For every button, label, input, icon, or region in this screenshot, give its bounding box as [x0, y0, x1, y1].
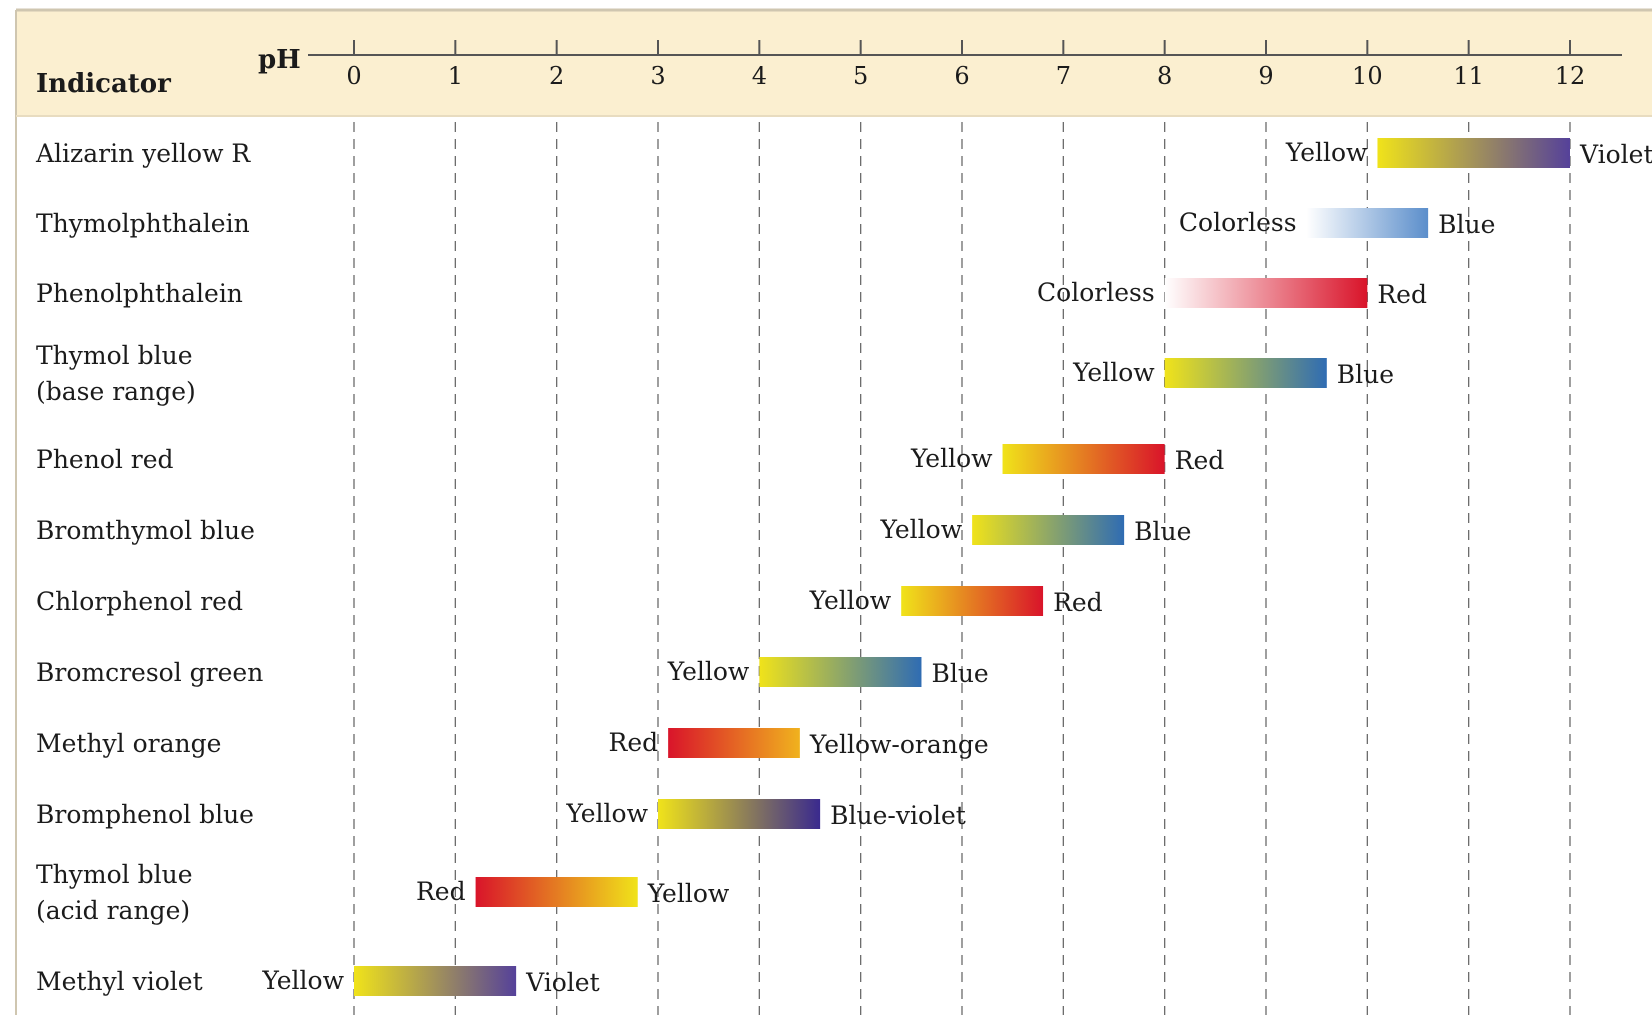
indicator-name: Methyl orange — [36, 729, 221, 758]
indicator-row: Chlorphenol red Yellow Red — [36, 586, 1103, 617]
ph-tick-label-11: 11 — [1453, 62, 1484, 90]
low-color-label: Red — [609, 728, 659, 757]
ph-tick-label-7: 7 — [1056, 62, 1071, 90]
high-color-label: Violet — [525, 968, 600, 997]
ph-tick-label-2: 2 — [549, 62, 564, 90]
indicator-name: Bromcresol green — [36, 658, 263, 687]
low-color-label: Yellow — [565, 799, 648, 828]
indicator-name: Thymol blue — [36, 860, 193, 889]
transition-bar — [658, 799, 821, 829]
high-color-label: Blue — [931, 659, 988, 688]
low-color-label: Yellow — [910, 444, 993, 473]
high-color-label: Yellow-orange — [809, 730, 989, 759]
indicator-name: Phenolphthalein — [36, 279, 243, 308]
indicator-row: Bromthymol blue Yellow Blue — [36, 515, 1191, 546]
high-color-label: Blue — [1337, 360, 1394, 389]
transition-bar — [1164, 358, 1327, 388]
indicator-name: Methyl violet — [36, 967, 203, 996]
high-color-label: Yellow — [647, 879, 730, 908]
ph-tick-label-10: 10 — [1352, 62, 1383, 90]
indicator-row: Bromcresol green Yellow Blue — [36, 657, 989, 688]
low-color-label: Yellow — [1072, 358, 1155, 387]
transition-bar — [475, 877, 638, 907]
high-color-label: Red — [1053, 588, 1103, 617]
ph-tick-label-5: 5 — [853, 62, 868, 90]
ph-tick-label-8: 8 — [1157, 62, 1172, 90]
high-color-label: Violet — [1579, 140, 1652, 169]
header-band — [16, 10, 1652, 115]
transition-bar — [354, 966, 517, 996]
low-color-label: Yellow — [809, 586, 892, 615]
ph-tick-label-3: 3 — [650, 62, 665, 90]
ph-axis-label: pH — [258, 45, 301, 75]
low-color-label: Red — [416, 877, 466, 906]
low-color-label: Yellow — [667, 657, 750, 686]
low-color-label: Colorless — [1037, 278, 1155, 307]
transition-bar — [901, 586, 1044, 616]
indicator-name: Alizarin yellow R — [35, 139, 251, 168]
transition-bar — [972, 515, 1125, 545]
indicator-name: Phenol red — [36, 445, 174, 474]
indicator-row: Bromphenol blue Yellow Blue-violet — [36, 799, 966, 830]
ph-tick-label-12: 12 — [1555, 62, 1586, 90]
ph-tick-label-4: 4 — [752, 62, 767, 90]
transition-bar — [668, 728, 800, 758]
indicator-row: Thymol blue (acid range) Red Yellow — [36, 860, 730, 925]
ph-tick-label-0: 0 — [346, 62, 361, 90]
indicator-row: Phenol red Yellow Red — [36, 444, 1224, 475]
indicator-header: Indicator — [36, 69, 171, 99]
indicator-rows: Alizarin yellow R Yellow Violet Thymolphtha… — [35, 138, 1652, 997]
low-color-label: Yellow — [1285, 138, 1368, 167]
indicator-row: Methyl orange Red Yellow-orange — [36, 728, 989, 759]
high-color-label: Blue-violet — [830, 801, 966, 830]
low-color-label: Yellow — [261, 966, 344, 995]
indicator-name: Thymol blue — [36, 341, 193, 370]
high-color-label: Red — [1175, 446, 1225, 475]
indicator-name: Bromthymol blue — [36, 516, 255, 545]
high-color-label: Blue — [1134, 517, 1191, 546]
high-color-label: Blue — [1438, 210, 1495, 239]
indicator-name: (base range) — [36, 377, 196, 406]
transition-bar — [1377, 138, 1570, 168]
indicator-name: Chlorphenol red — [36, 587, 243, 616]
grid-lines — [353, 122, 1571, 1015]
low-color-label: Yellow — [880, 515, 963, 544]
low-color-label: Colorless — [1179, 208, 1297, 237]
transition-bar — [759, 657, 922, 687]
transition-bar — [1002, 444, 1165, 474]
ph-tick-label-6: 6 — [954, 62, 969, 90]
transition-bar — [1164, 278, 1368, 308]
transition-bar — [1306, 208, 1429, 238]
indicator-name: Bromphenol blue — [36, 800, 254, 829]
indicator-row: Phenolphthalein Colorless Red — [36, 278, 1427, 309]
indicator-row: Alizarin yellow R Yellow Violet — [35, 138, 1652, 169]
indicator-name: Thymolphthalein — [36, 209, 250, 238]
indicator-row: Methyl violet Yellow Violet — [36, 966, 600, 997]
ph-tick-label-1: 1 — [448, 62, 463, 90]
indicator-row: Thymolphthalein Colorless Blue — [36, 208, 1495, 239]
ph-tick-label-9: 9 — [1258, 62, 1273, 90]
indicator-name: (acid range) — [36, 896, 190, 925]
indicator-row: Thymol blue (base range) Yellow Blue — [36, 341, 1394, 406]
ph-ticks: 0 1 2 3 4 5 6 7 8 9 10 11 12 — [346, 40, 1585, 90]
high-color-label: Red — [1377, 280, 1427, 309]
